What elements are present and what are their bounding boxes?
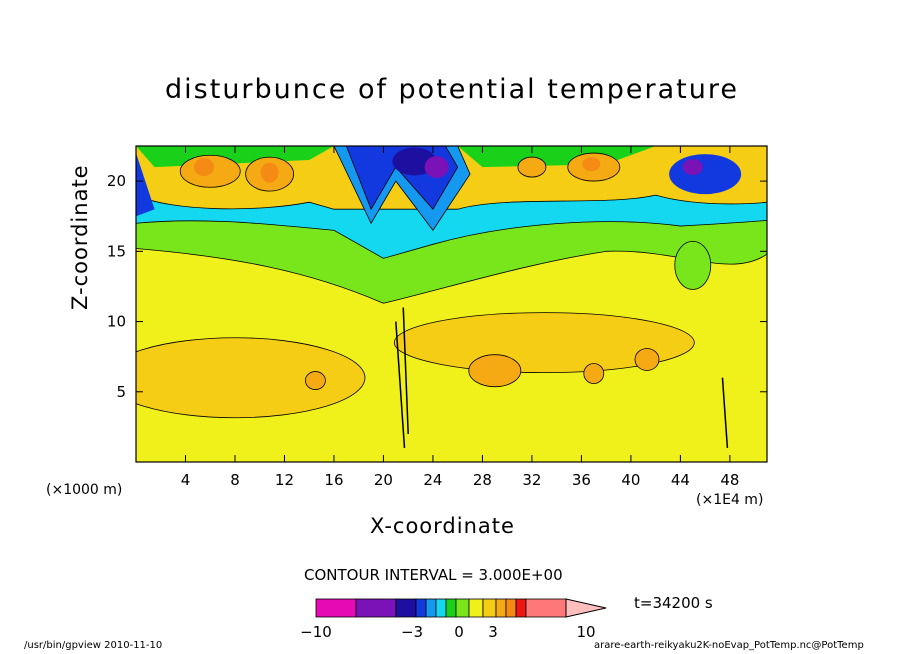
y-axis-label: Z-coordinate xyxy=(68,164,92,310)
colorbar-tick-label: 3 xyxy=(488,623,498,641)
contour-lines xyxy=(395,307,729,449)
lower-orange-small-c xyxy=(634,348,660,371)
colorbar-swatch xyxy=(495,598,507,618)
x-unit-right: (×1E4 m) xyxy=(696,492,764,508)
y-tick-label: 10 xyxy=(107,313,126,331)
orange-cell-b-core xyxy=(260,162,279,183)
x-tick-label: 40 xyxy=(621,471,640,489)
lower-orange-small-b xyxy=(583,363,605,384)
mid-green-cell xyxy=(674,240,712,290)
colorbar-swatch xyxy=(425,598,437,618)
orange-cell-c-core xyxy=(582,157,601,172)
lower-orange-small xyxy=(305,371,326,390)
colorbar-swatch xyxy=(315,598,357,618)
right-blue-cell xyxy=(669,154,742,195)
x-tick-label: 12 xyxy=(275,471,294,489)
x-tick-label: 4 xyxy=(181,471,191,489)
colorbar-swatch xyxy=(505,598,517,618)
lower-warm-left xyxy=(136,337,366,419)
colorbar-swatch xyxy=(455,598,470,618)
lower-orange-cell xyxy=(468,354,522,388)
colorbar-swatch xyxy=(482,598,497,618)
x-axis-label: X-coordinate xyxy=(370,514,515,538)
y-tick-label: 15 xyxy=(107,242,126,260)
colorbar-tick-label: −10 xyxy=(300,623,332,641)
colorbar-swatch xyxy=(445,598,457,618)
colorbar-swatch xyxy=(415,598,427,618)
x-unit-left: (×1000 m) xyxy=(46,482,123,498)
y-tick-label: 5 xyxy=(116,383,126,401)
footer-right: arare-earth-reikyaku2K-noEvap_PotTemp.nc… xyxy=(594,640,864,651)
x-tick-label: 36 xyxy=(572,471,591,489)
right-purple-cell xyxy=(682,159,703,176)
chart-title: disturbunce of potential temperature xyxy=(165,74,739,105)
jet-purple xyxy=(424,156,449,179)
orange-cell-d xyxy=(517,156,547,178)
colorbar-tick-label: 0 xyxy=(454,623,464,641)
colorbar-swatch xyxy=(355,598,397,618)
x-tick-label: 44 xyxy=(671,471,690,489)
colorbar-swatch xyxy=(468,598,484,618)
orange-cell-a-core xyxy=(194,158,215,177)
x-tick-label: 32 xyxy=(522,471,541,489)
colorbar-swatch xyxy=(525,598,567,618)
plot-frame xyxy=(135,145,768,463)
time-label: t=34200 s xyxy=(634,594,713,612)
heatmap-field xyxy=(136,146,767,462)
colorbar-arrow xyxy=(565,598,607,618)
x-tick-label: 16 xyxy=(324,471,343,489)
y-tick-label: 20 xyxy=(107,172,126,190)
lower-warm-band xyxy=(393,312,695,374)
contour-interval-label: CONTOUR INTERVAL = 3.000E+00 xyxy=(304,566,563,584)
x-tick-label: 20 xyxy=(374,471,393,489)
colorbar-tick-label: −3 xyxy=(401,623,423,641)
colorbar-tick-label: 10 xyxy=(576,623,595,641)
colorbar-swatch xyxy=(515,598,527,618)
colorbar-swatch xyxy=(395,598,417,618)
x-tick-label: 8 xyxy=(230,471,240,489)
x-tick-label: 28 xyxy=(473,471,492,489)
left-edge-blue xyxy=(136,153,155,217)
x-tick-label: 48 xyxy=(720,471,739,489)
footer-left: /usr/bin/gpview 2010-11-10 xyxy=(24,640,163,651)
colorbar-swatch xyxy=(435,598,447,618)
x-tick-label: 24 xyxy=(423,471,442,489)
